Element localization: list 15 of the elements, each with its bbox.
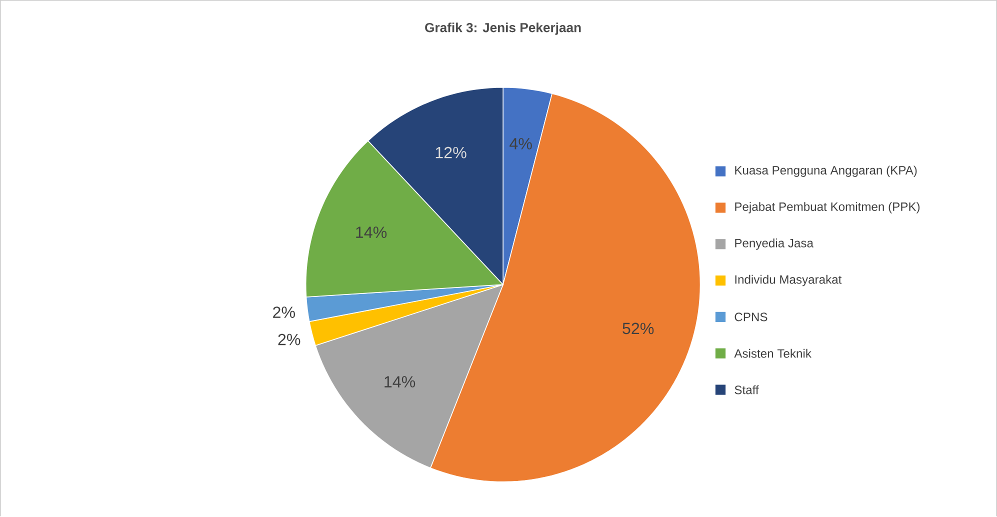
legend-label: Penyedia Jasa	[735, 238, 814, 250]
legend-label: Staff	[734, 386, 759, 394]
data-label: 52%	[622, 322, 654, 334]
legend-label: CPNS	[734, 312, 768, 322]
data-label: 12%	[436, 147, 466, 158]
legend-label: Kuasa Pengguna Anggaran (KPA)	[735, 166, 917, 178]
data-label: 14%	[356, 226, 387, 238]
legend-label: Pejabat Pembuat Komitmen (PPK)	[735, 202, 920, 214]
data-label: 2%	[278, 334, 300, 346]
data-label: 14%	[384, 376, 416, 388]
data-label: 4%	[510, 138, 532, 150]
chart-title: Grafik 3: Jenis Pekerjaan	[425, 22, 581, 36]
legend-label: Asisten Teknik	[734, 349, 812, 358]
data-label: 2%	[273, 306, 295, 318]
legend-label: Individu Masyarakat	[735, 275, 842, 286]
